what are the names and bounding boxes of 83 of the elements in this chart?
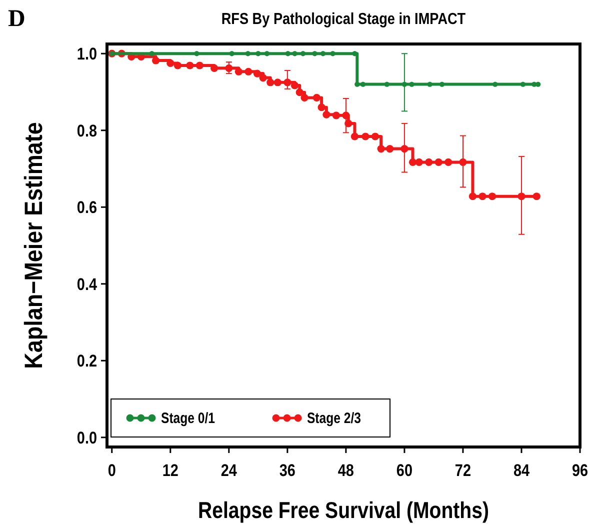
point	[245, 50, 251, 56]
point	[439, 82, 445, 87]
point	[377, 144, 385, 153]
y-tick-label: 0.0	[76, 429, 98, 448]
y-tick-label: 0.2	[76, 352, 98, 371]
point	[312, 94, 320, 102]
x-tick-label: 84	[513, 462, 530, 480]
point	[225, 64, 233, 72]
y-tick-label: 0.8	[76, 122, 98, 141]
point	[322, 110, 330, 118]
point	[488, 192, 496, 200]
text: D	[8, 6, 26, 32]
point	[332, 112, 340, 120]
point	[492, 82, 498, 87]
x-tick-label: 24	[220, 462, 238, 480]
legend-label: Stage 2/3	[307, 410, 362, 426]
point	[174, 62, 182, 70]
point	[318, 104, 326, 112]
point	[360, 82, 366, 87]
legend-label: Stage 0/1	[161, 410, 216, 426]
point	[259, 74, 267, 82]
point	[320, 50, 326, 56]
point	[264, 50, 270, 56]
x-tick-label: 60	[396, 462, 413, 480]
x-tick-label: 36	[279, 462, 296, 480]
point	[402, 82, 408, 87]
point	[300, 50, 306, 56]
point	[352, 50, 358, 56]
point	[285, 50, 291, 56]
point	[415, 158, 423, 166]
point	[229, 50, 234, 56]
point	[284, 78, 292, 86]
point	[532, 192, 540, 200]
point	[149, 50, 154, 56]
point	[256, 50, 261, 56]
point	[362, 132, 370, 140]
point	[459, 158, 467, 166]
point	[166, 59, 174, 67]
x-tick-label: 12	[162, 462, 179, 480]
point	[350, 132, 359, 140]
point	[520, 82, 526, 87]
point	[266, 78, 274, 86]
point	[408, 158, 417, 166]
point	[234, 68, 242, 76]
point	[384, 82, 390, 87]
point	[210, 64, 218, 72]
y-tick-label: 0.6	[76, 199, 98, 218]
point	[409, 82, 414, 87]
x-tick-label: 48	[338, 462, 354, 480]
point	[194, 50, 200, 56]
point	[312, 50, 318, 56]
chart-title: RFS By Pathological Stage in IMPACT	[221, 11, 466, 28]
x-tick-label: 72	[454, 462, 472, 480]
point	[300, 94, 308, 102]
point	[186, 62, 194, 70]
point	[354, 82, 360, 87]
x-tick-label: 0	[108, 462, 116, 480]
point	[290, 82, 299, 90]
point	[518, 192, 526, 200]
point	[274, 78, 282, 86]
point	[342, 112, 350, 120]
point	[444, 158, 452, 166]
point	[344, 120, 352, 128]
point	[296, 88, 304, 96]
point	[427, 82, 432, 87]
point	[425, 158, 433, 166]
x-axis-title: Relapse Free Survival (Months)	[198, 498, 489, 524]
point	[292, 50, 298, 56]
y-tick-label: 1.0	[76, 46, 98, 64]
y-axis-title: Kaplan−Meier Estimate	[20, 122, 48, 369]
point	[386, 144, 394, 153]
point	[330, 50, 336, 56]
point	[371, 132, 379, 140]
y-tick-label: 0.4	[76, 276, 98, 294]
point	[400, 144, 408, 153]
x-tick-label: 96	[572, 462, 588, 480]
point	[244, 68, 252, 76]
point	[434, 158, 442, 166]
point	[478, 192, 486, 200]
point	[152, 56, 160, 64]
point	[253, 70, 261, 78]
point	[196, 62, 204, 70]
point	[468, 192, 477, 200]
